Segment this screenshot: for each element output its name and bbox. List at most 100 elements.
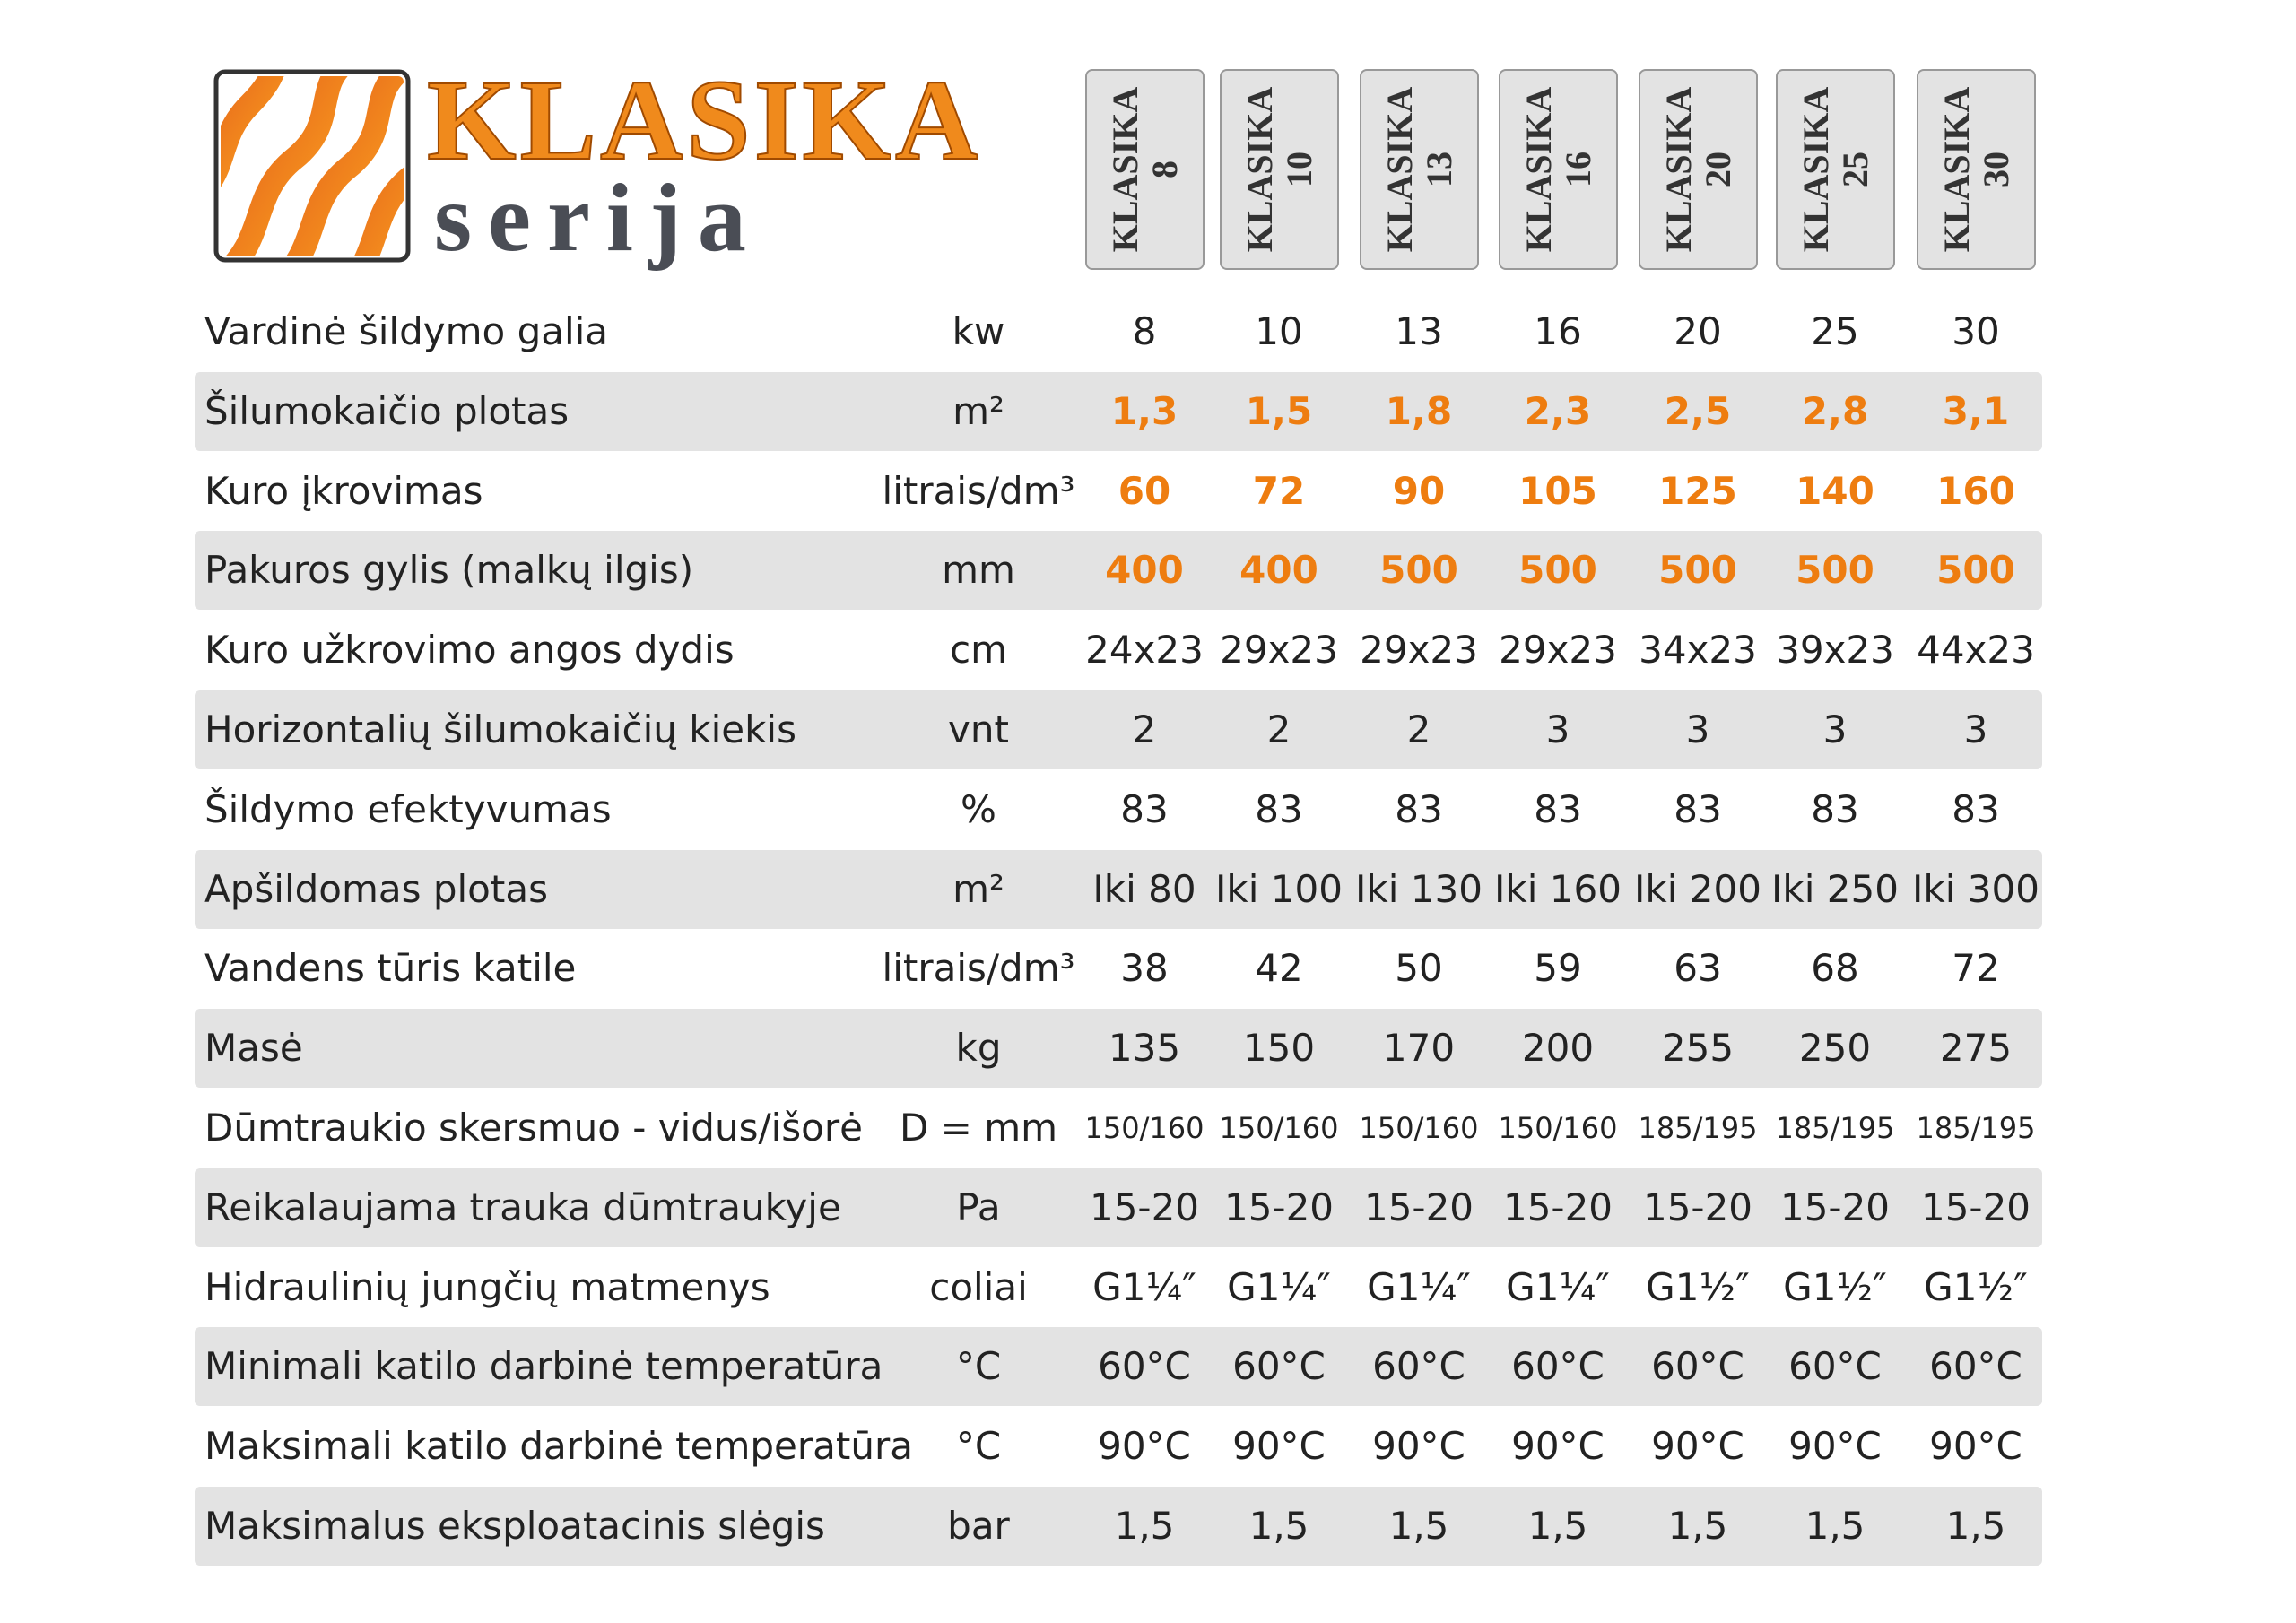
row-value: 500 [1936,548,2015,593]
row-value: 15-20 [1502,1185,1613,1229]
row-unit: °C [955,1424,1002,1469]
model-header: KLASIKA 30 [1917,69,2036,270]
row-value: G1¼″ [1227,1264,1331,1309]
row-value: 1,5 [1114,1504,1175,1548]
row-label: Vardinė šildymo galia [204,309,609,353]
row-value: 1,5 [1388,1504,1449,1548]
model-name: KLASIKA [1518,86,1559,253]
row-value: 60°C [1651,1344,1744,1389]
model-label: KLASIKA 25 [1796,87,1875,253]
row-unit: coliai [929,1264,1028,1309]
row-value: 1,5 [1245,388,1313,433]
row-value: 2,8 [1801,388,1869,433]
row-value: Iki 300 [1912,866,2039,911]
row-value: 29x23 [1499,628,1617,673]
row-background [195,1167,2042,1247]
model-header: KLASIKA 13 [1360,69,1479,270]
row-unit: °C [955,1344,1002,1389]
row-value: 1,5 [1667,1504,1728,1548]
row-background [195,371,2042,451]
logo-icon [213,69,411,263]
row-unit: kg [955,1026,1002,1071]
model-label: KLASIKA 8 [1104,86,1185,253]
row-value: 150/160 [1359,1111,1479,1145]
row-unit: % [961,786,996,831]
model-name: KLASIKA [1657,86,1699,253]
row-value: 29x23 [1220,628,1338,673]
row-value: 72 [1952,946,2000,991]
row-value: 15-20 [1363,1185,1474,1229]
row-value: 83 [1534,786,1582,831]
row-unit: mm [942,548,1015,593]
row-value: 185/195 [1916,1111,2036,1145]
row-value: 3 [1685,707,1710,751]
row-label: Dūmtraukio skersmuo - vidus/išorė [204,1106,863,1150]
row-value: 72 [1252,468,1306,513]
model-label: KLASIKA 10 [1239,86,1319,253]
row-unit: m² [952,388,1004,433]
row-value: 150/160 [1498,1111,1618,1145]
row-value: 135 [1108,1026,1181,1071]
row-unit: kw [952,309,1005,353]
row-value: 90°C [1511,1424,1605,1469]
model-number: 8 [1144,161,1185,178]
row-value: 160 [1936,468,2015,513]
row-value: 24x23 [1085,628,1204,673]
model-name: KLASIKA [1104,86,1145,253]
row-value: G1½″ [1924,1264,2028,1309]
row-value: 39x23 [1776,628,1894,673]
model-name: KLASIKA [1239,86,1280,253]
model-number: 13 [1418,152,1459,187]
row-label: Šildymo efektyvumas [204,786,612,831]
model-name: KLASIKA [1378,86,1420,253]
row-label: Maksimali katilo darbinė temperatūra [204,1424,913,1469]
row-value: 42 [1255,946,1303,991]
row-value: 500 [1518,548,1597,593]
model-number: 30 [1975,152,2016,187]
row-value: 105 [1518,468,1597,513]
row-value: 60 [1118,468,1171,513]
row-label: Pakuros gylis (malkų ilgis) [204,548,694,593]
row-unit: bar [947,1504,1010,1548]
row-value: 15-20 [1223,1185,1335,1229]
row-value: 150/160 [1084,1111,1205,1145]
row-value: 1,5 [1805,1504,1866,1548]
row-value: G1¼″ [1367,1264,1471,1309]
model-number: 10 [1278,152,1319,187]
row-value: G1½″ [1646,1264,1750,1309]
row-value: 185/195 [1638,1111,1758,1145]
row-value: 1,3 [1110,388,1178,433]
row-value: 1,5 [1945,1504,2006,1548]
row-value: 140 [1796,468,1874,513]
row-background [195,690,2042,769]
model-number: 16 [1557,152,1598,187]
row-value: 60°C [1788,1344,1882,1389]
row-label: Minimali katilo darbinė temperatūra [204,1344,883,1389]
row-value: 15-20 [1642,1185,1753,1229]
row-value: 83 [1255,786,1303,831]
row-value: Iki 200 [1634,866,1761,911]
row-value: 400 [1105,548,1184,593]
row-value: 3 [1963,707,1988,751]
row-label: Apšildomas plotas [204,866,548,911]
row-value: 250 [1798,1026,1872,1071]
row-value: 16 [1534,309,1582,353]
row-value: Iki 130 [1355,866,1483,911]
row-value: 83 [1120,786,1169,831]
row-value: 63 [1674,946,1722,991]
row-value: 170 [1382,1026,1456,1071]
row-value: 90°C [1651,1424,1744,1469]
row-value: 1,5 [1248,1504,1309,1548]
row-value: 60°C [1372,1344,1465,1389]
row-background [195,1487,2042,1566]
row-value: Iki 160 [1494,866,1622,911]
row-value: 20 [1674,309,1722,353]
row-value: 29x23 [1360,628,1478,673]
row-label: Hidraulinių jungčių matmenys [204,1264,770,1309]
row-value: 90°C [1929,1424,2022,1469]
row-value: 500 [1658,548,1737,593]
row-value: 90°C [1788,1424,1882,1469]
model-header: KLASIKA 20 [1639,69,1758,270]
row-value: 150 [1242,1026,1316,1071]
